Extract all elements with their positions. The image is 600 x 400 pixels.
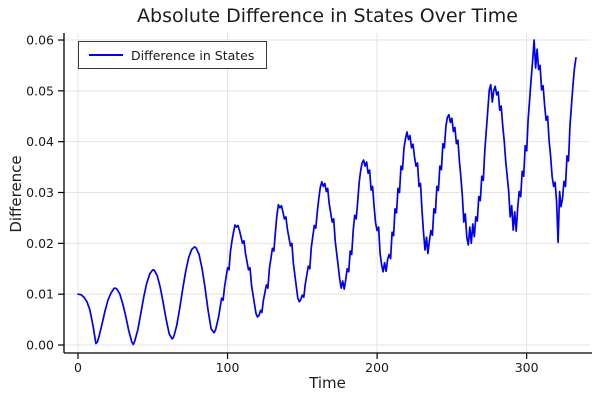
legend-label: Difference in States xyxy=(131,47,255,63)
y-tick-label: 0.04 xyxy=(26,134,54,149)
x-tick-label: 300 xyxy=(515,360,539,375)
x-axis-label: Time xyxy=(309,374,346,392)
legend-line-sample-icon xyxy=(89,54,123,56)
y-tick-label: 0.00 xyxy=(26,338,54,353)
y-axis-label: Difference xyxy=(7,155,25,233)
y-tick-label: 0.03 xyxy=(26,185,54,200)
legend-box: Difference in States xyxy=(78,41,268,69)
y-tick-label: 0.01 xyxy=(26,287,54,302)
series-line-difference-in-states xyxy=(77,39,577,346)
y-tick-label: 0.02 xyxy=(26,236,54,251)
chart-title: Absolute Difference in States Over Time xyxy=(137,5,518,27)
y-tick-label: 0.05 xyxy=(26,83,54,98)
y-tick-label: 0.06 xyxy=(26,33,54,48)
x-tick-label: 200 xyxy=(365,360,389,375)
x-tick-label: 100 xyxy=(216,360,240,375)
x-tick-label: 0 xyxy=(74,360,82,375)
